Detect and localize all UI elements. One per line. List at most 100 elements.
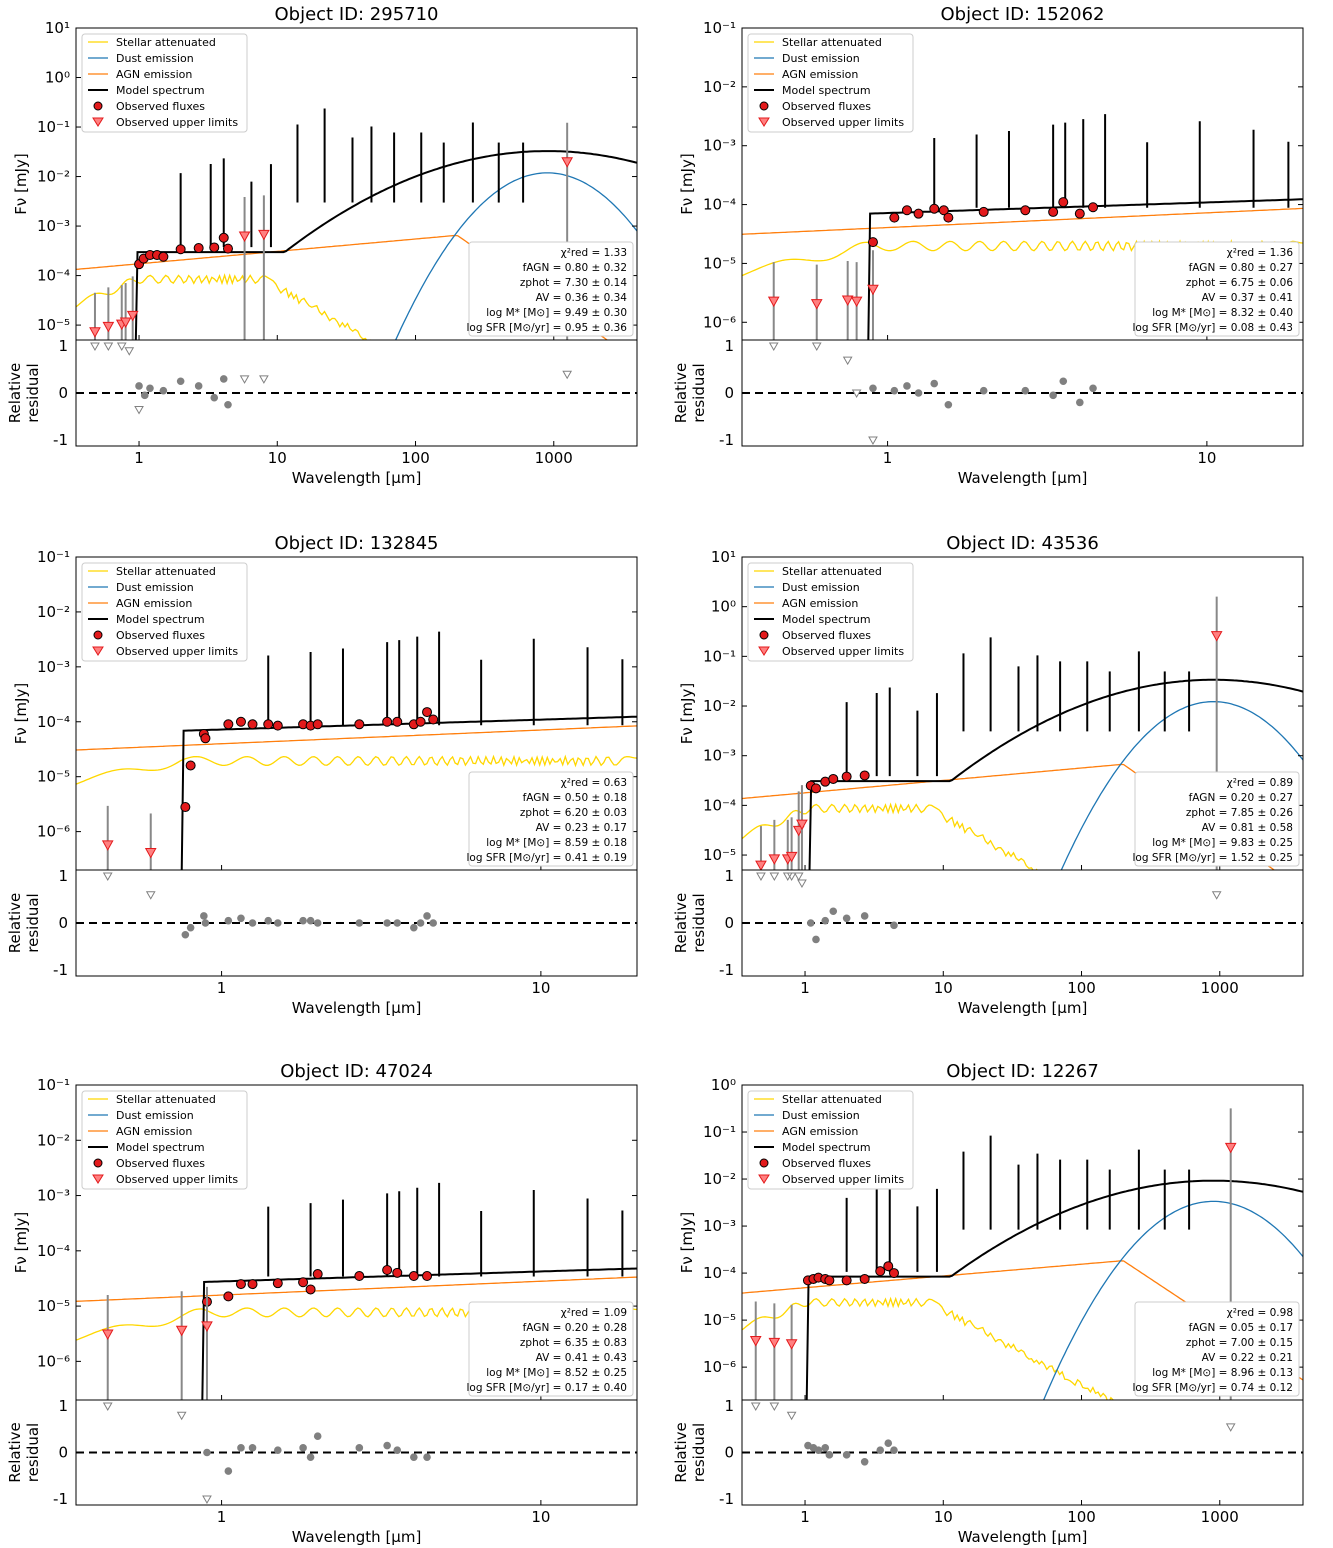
x-tick-label: 1	[800, 1508, 810, 1526]
x-tick-label: 100	[1067, 1508, 1096, 1526]
legend-marker	[758, 117, 770, 127]
dust-emission-curve	[1042, 1200, 1303, 1400]
panel-title: Object ID: 132845	[274, 533, 438, 554]
observed-flux-point	[1048, 206, 1059, 217]
residual-point	[821, 916, 830, 925]
y-tick-label: 10⁻²	[37, 603, 70, 621]
legend-label: Dust emission	[116, 52, 194, 65]
residual-limit-marker	[116, 342, 127, 352]
upper-limit-marker	[841, 295, 854, 307]
stellar-attenuated-curve	[76, 273, 372, 340]
sed-plot-area	[76, 631, 637, 870]
residual-point	[201, 919, 210, 927]
fit-statistic: χ²red = 0.63	[561, 777, 627, 789]
fit-statistic: χ²red = 0.89	[1227, 777, 1293, 789]
upper-limit-marker	[201, 1321, 213, 1332]
residual-limit-marker	[145, 891, 156, 900]
observed-flux-point	[824, 1275, 835, 1286]
residual-point	[914, 389, 923, 397]
fit-statistic: fAGN = 0.80 ± 0.32	[523, 262, 627, 274]
fit-statistic: zphot = 6.75 ± 0.06	[1186, 277, 1293, 289]
fit-statistic: log SFR [M⊙/yr] = 0.41 ± 0.19	[466, 852, 627, 864]
observed-flux-point	[235, 1279, 246, 1290]
y-tick-label: 10⁰	[711, 598, 736, 616]
residual-point	[860, 912, 869, 920]
legend-marker	[93, 630, 103, 640]
residual-point	[930, 379, 939, 388]
legend-marker	[93, 1158, 103, 1168]
sed-plot-area	[742, 114, 1303, 340]
legend-label: Model spectrum	[116, 613, 205, 626]
legend-label: Dust emission	[116, 1109, 194, 1122]
stats-box	[1134, 1301, 1300, 1397]
x-tick-label: 10	[531, 1508, 550, 1526]
y-tick-label: 10⁻⁵	[703, 1311, 736, 1329]
y-axis-label: Fν [mJy]	[678, 683, 696, 744]
legend-label: Stellar attenuated	[116, 565, 216, 578]
y-tick-label: 10⁻⁶	[37, 1352, 70, 1370]
residual-point	[237, 1444, 245, 1452]
y-tick-label: 10⁻³	[37, 1187, 70, 1205]
x-tick-label: 1000	[535, 449, 573, 467]
residual-tick-label: 0	[58, 1444, 68, 1462]
x-tick-label: 1	[134, 449, 144, 467]
residual-point	[429, 919, 437, 927]
residual-limit-marker	[103, 342, 114, 352]
residual-point	[890, 1446, 898, 1454]
y-tick-label: 10⁻²	[703, 1170, 736, 1188]
observed-flux-point	[193, 243, 204, 254]
upper-limit-marker	[1210, 631, 1223, 642]
stats-box	[468, 771, 634, 867]
y-tick-label: 10⁻⁴	[703, 1264, 736, 1282]
legend-box	[747, 33, 914, 133]
residual-tick-label: 0	[724, 914, 734, 932]
residual-tick-label: 1	[58, 867, 68, 885]
residual-point	[821, 1444, 830, 1452]
observed-flux-point	[859, 770, 870, 781]
residual-label: residual	[690, 363, 708, 422]
x-axis-label: Wavelength [μm]	[292, 1528, 422, 1546]
upper-limit-marker	[126, 310, 139, 322]
panel-title: Object ID: 12267	[946, 1061, 1099, 1082]
y-tick-label: 10⁻⁵	[703, 254, 736, 272]
observed-flux-point	[180, 802, 191, 813]
legend-label: Stellar attenuated	[782, 1093, 882, 1106]
upper-limit-marker	[144, 847, 157, 859]
agn-emission-curve	[742, 207, 1303, 235]
residual-limit-marker	[90, 342, 100, 352]
residual-point	[829, 907, 838, 916]
observed-flux-point	[978, 206, 989, 217]
residual-point	[869, 384, 877, 393]
observed-flux-point	[913, 208, 924, 219]
residual-point	[203, 1448, 211, 1457]
observed-flux-point	[209, 242, 220, 253]
fit-statistic: fAGN = 0.20 ± 0.27	[1189, 792, 1293, 804]
residual-limit-marker	[811, 342, 822, 352]
y-tick-label: 10⁻⁵	[37, 316, 70, 334]
residual-limit-marker	[1225, 1423, 1236, 1432]
residual-point	[306, 916, 315, 925]
observed-flux-point	[218, 232, 229, 243]
x-axis-label: Wavelength [μm]	[292, 469, 422, 487]
legend: Stellar attenuated Dust emission AGN emiss…	[81, 562, 248, 662]
residual-point	[355, 1444, 364, 1452]
fit-statistic: zphot = 6.35 ± 0.83	[520, 1337, 627, 1349]
y-axis-label: Fν [mJy]	[12, 683, 30, 744]
stats-box	[468, 241, 634, 337]
fit-statistic: log SFR [M⊙/yr] = 0.08 ± 0.43	[1132, 322, 1293, 334]
residual-limit-marker	[202, 1495, 212, 1505]
legend-label: Stellar attenuated	[782, 565, 882, 578]
x-tick-label: 1	[217, 979, 227, 997]
residual-point	[416, 919, 425, 927]
upper-limit-marker	[749, 1336, 762, 1347]
legend-label: Observed upper limits	[782, 645, 904, 658]
observed-flux-point	[175, 244, 186, 255]
observed-flux-point	[312, 719, 323, 730]
residual-point	[186, 923, 195, 932]
y-tick-label: 10⁻⁶	[37, 823, 70, 841]
legend-label: Dust emission	[116, 581, 194, 594]
residual-tick-label: -1	[53, 961, 68, 979]
